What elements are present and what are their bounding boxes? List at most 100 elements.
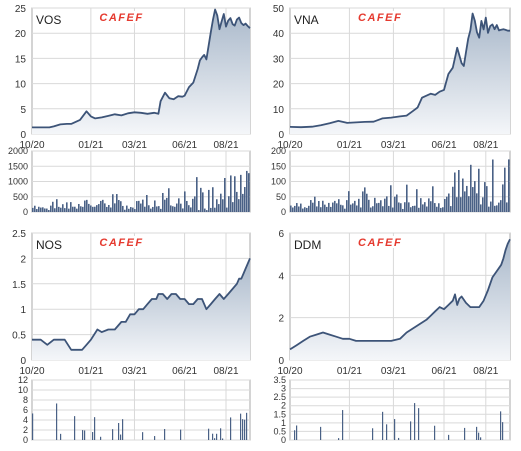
volume-bar xyxy=(388,205,390,212)
volume-bar xyxy=(84,430,86,440)
x-tick: 08/21 xyxy=(473,366,498,377)
volume-bar xyxy=(364,187,366,212)
price-y-tick: 6 xyxy=(278,229,284,240)
volume-bar xyxy=(374,197,376,212)
volume-bar xyxy=(404,202,406,212)
volume-bar xyxy=(216,199,218,212)
volume-bar xyxy=(94,206,96,212)
x-tick: 01/21 xyxy=(337,366,362,377)
volume-bar xyxy=(98,204,100,212)
price-y-tick: 15 xyxy=(15,54,27,65)
volume-bar xyxy=(36,209,38,212)
volume-bar xyxy=(154,436,156,440)
volume-bar xyxy=(396,194,398,212)
volume-bar xyxy=(482,197,484,212)
volume-bar xyxy=(308,205,310,212)
volume-y-tick: 2 xyxy=(281,401,286,411)
volume-bar xyxy=(382,411,384,440)
volume-bar xyxy=(206,210,208,212)
volume-y-tick: 1000 xyxy=(8,177,28,187)
volume-bar xyxy=(420,198,422,212)
volume-bar xyxy=(212,433,214,440)
volume-bar xyxy=(58,206,60,212)
logo-text: CAFEF xyxy=(358,12,402,24)
volume-bar xyxy=(146,195,148,212)
volume-bar xyxy=(202,192,204,212)
volume-bar xyxy=(224,178,226,212)
volume-bar xyxy=(112,194,114,212)
volume-bar xyxy=(354,200,356,212)
volume-bar xyxy=(462,178,464,212)
volume-bar xyxy=(466,185,468,212)
x-tick: 08/21 xyxy=(214,366,239,377)
volume-bar xyxy=(456,197,458,212)
volume-bar xyxy=(180,203,182,212)
x-tick: 01/21 xyxy=(78,140,103,151)
volume-bar xyxy=(38,206,40,212)
volume-bar xyxy=(214,438,216,440)
volume-bar xyxy=(220,193,222,212)
price-line xyxy=(289,238,511,351)
chart-panel-vna: 0 10 20 30 40 50 10/20 01/21 03/21 06/21 08/21 VNA C… xyxy=(271,4,511,217)
volume-bar xyxy=(368,199,370,212)
price-y-tick: 0.5 xyxy=(12,331,26,342)
volume-bar xyxy=(502,184,504,212)
price-area xyxy=(32,9,250,134)
volume-bar xyxy=(422,204,424,212)
volume-bar xyxy=(418,408,420,440)
volume-bar xyxy=(454,172,456,212)
volume-bar xyxy=(382,206,384,212)
volume-bar xyxy=(234,176,236,212)
volume-bar xyxy=(78,203,80,212)
volume-y-tick: 6 xyxy=(23,405,28,415)
volume-bar xyxy=(330,206,332,212)
price-area xyxy=(290,239,510,360)
volume-bar xyxy=(218,204,220,212)
volume-bar xyxy=(136,201,138,212)
volume-bar xyxy=(32,207,34,212)
volume-bar xyxy=(370,207,372,212)
volume-bar xyxy=(504,167,506,212)
volume-bar xyxy=(88,203,90,212)
volume-bar xyxy=(432,186,434,212)
volume-bar xyxy=(216,433,218,440)
volume-bar xyxy=(222,438,224,440)
volume-y-tick: 0 xyxy=(23,207,28,217)
volume-bar xyxy=(126,205,128,212)
volume-y-tick: 0 xyxy=(23,435,28,445)
volume-bar xyxy=(80,206,82,212)
volume-y-tick: 0.5 xyxy=(273,426,286,436)
volume-bar xyxy=(210,207,212,212)
x-tick: 06/21 xyxy=(431,140,456,151)
volume-bar xyxy=(154,200,156,212)
volume-bar xyxy=(100,200,102,212)
price-y-tick: 10 xyxy=(15,80,27,91)
volume-y-tick: 3.5 xyxy=(273,375,286,385)
cafef-logo: CAFEF xyxy=(97,236,152,249)
volume-bar xyxy=(222,199,224,212)
price-y-tick: 1 xyxy=(20,305,26,316)
volume-bar xyxy=(300,203,302,212)
volume-bar xyxy=(196,177,198,212)
volume-bar xyxy=(384,198,386,212)
volume-bar xyxy=(164,199,166,212)
volume-bar xyxy=(398,437,400,440)
volume-bar xyxy=(400,203,402,212)
volume-bar xyxy=(332,202,334,212)
volume-bar xyxy=(464,191,466,212)
volume-bar xyxy=(246,170,248,212)
volume-bar xyxy=(378,202,380,212)
volume-bar xyxy=(242,419,244,440)
volume-bar xyxy=(32,413,34,440)
volume-bar xyxy=(412,205,414,212)
volume-bar xyxy=(352,203,354,212)
volume-bar xyxy=(200,187,202,212)
volume-bar xyxy=(290,205,292,212)
volume-y-tick: 8 xyxy=(23,395,28,405)
volume-bar xyxy=(164,428,166,440)
volume-bar xyxy=(360,207,362,212)
volume-bar xyxy=(428,198,430,212)
volume-frame xyxy=(289,379,511,441)
volume-bar xyxy=(490,201,492,212)
volume-bar xyxy=(324,204,326,212)
